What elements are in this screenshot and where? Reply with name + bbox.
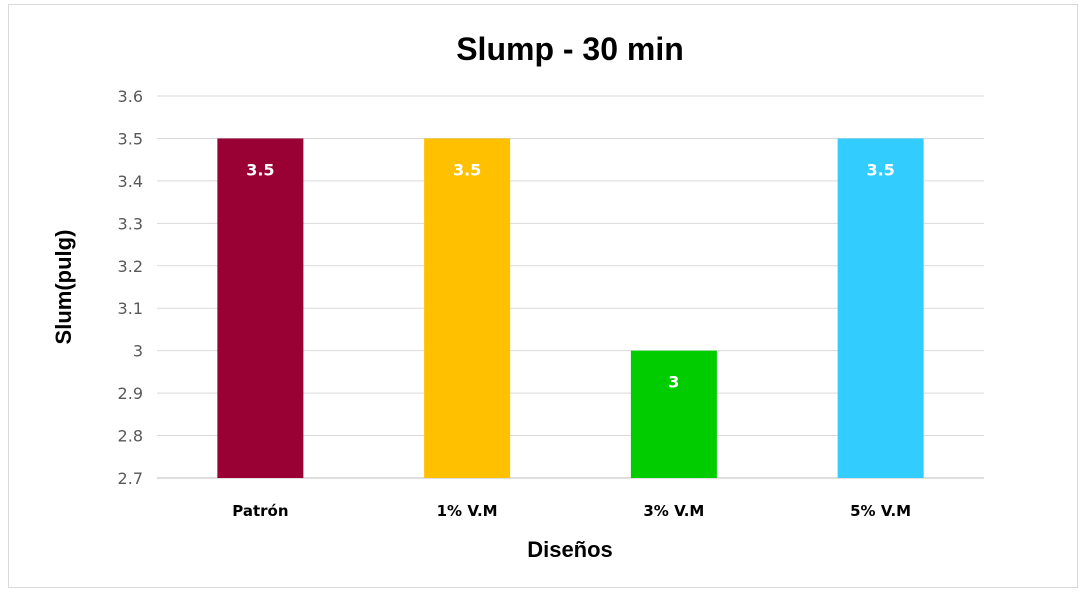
x-axis-ticks: Patrón 1% V.M 3% V.M 5% V.M — [232, 502, 911, 520]
y-axis-ticks: 2.7 2.8 2.9 3 3.1 3.2 3.3 3.4 3.5 3.6 — [118, 87, 143, 488]
x-tick-label: 3% V.M — [643, 502, 704, 520]
y-tick-label: 3.2 — [118, 257, 143, 276]
y-tick-label: 3.3 — [118, 214, 143, 233]
y-tick-label: 3.1 — [118, 299, 143, 318]
bars — [217, 138, 924, 478]
y-tick-label: 2.8 — [118, 427, 143, 446]
y-axis-title: Slum(pulg) — [51, 230, 76, 345]
y-tick-label: 2.9 — [118, 384, 143, 403]
data-label: 3 — [668, 373, 679, 392]
y-tick-label: 2.7 — [118, 469, 143, 488]
x-tick-label: 1% V.M — [437, 502, 498, 520]
x-tick-label: 5% V.M — [850, 502, 911, 520]
chart-title: Slump - 30 min — [456, 31, 684, 67]
bar — [630, 350, 717, 478]
y-tick-label: 3 — [133, 342, 143, 361]
bar — [424, 138, 511, 478]
data-label: 3.5 — [866, 160, 894, 179]
data-label: 3.5 — [453, 160, 481, 179]
bar — [217, 138, 304, 478]
x-axis-title: Diseños — [527, 537, 613, 562]
y-tick-label: 3.6 — [118, 87, 143, 106]
y-tick-label: 3.5 — [118, 129, 143, 148]
bar — [837, 138, 924, 478]
y-tick-label: 3.4 — [118, 172, 143, 191]
x-tick-label: Patrón — [232, 502, 288, 520]
data-label: 3.5 — [246, 160, 274, 179]
data-labels: 3.5 3.5 3 3.5 — [246, 160, 895, 391]
